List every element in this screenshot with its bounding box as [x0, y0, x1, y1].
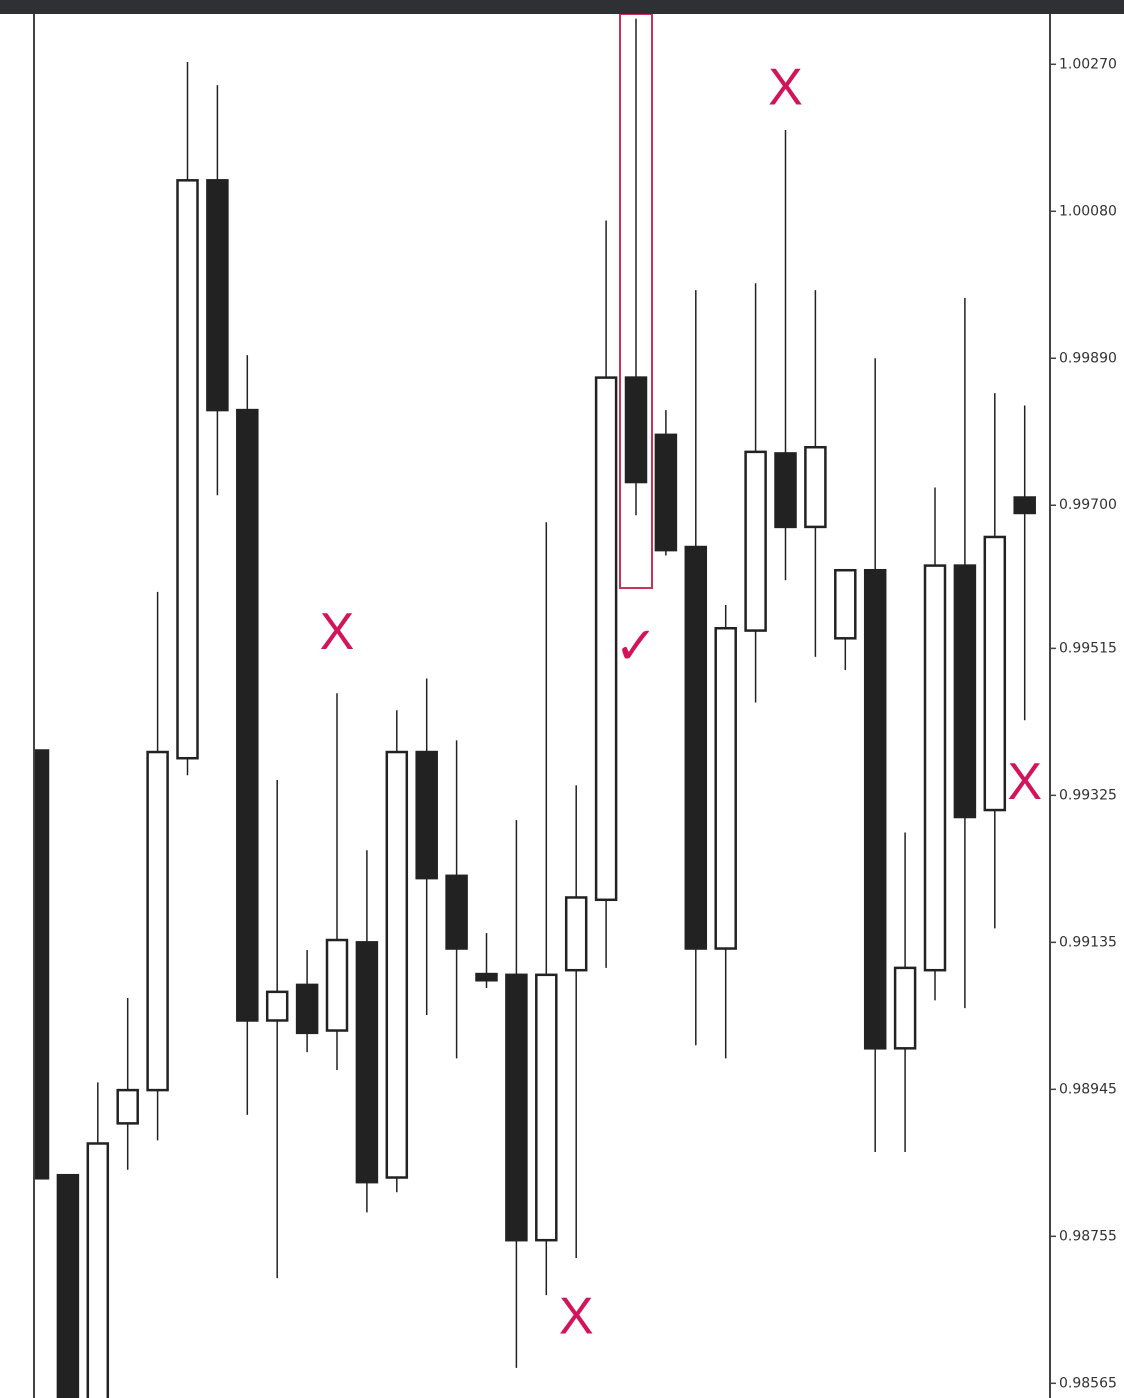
candle-body [325, 938, 349, 1032]
annotation: X [1007, 753, 1042, 811]
candle-body [953, 564, 977, 819]
candle-body [1013, 496, 1036, 515]
candle-body [893, 966, 917, 1050]
candle-body [415, 750, 438, 880]
annotation: X [320, 603, 355, 661]
y-tick-label: 0.98755 [1059, 1228, 1117, 1244]
y-tick-label: 0.98565 [1059, 1375, 1117, 1391]
plot-area [35, 14, 1036, 1398]
annotation: X [559, 1288, 594, 1346]
candle-body [475, 972, 498, 982]
candle-body [505, 973, 528, 1242]
candle-body [654, 433, 678, 552]
candle-body [535, 973, 558, 1242]
candle-body [863, 568, 887, 1050]
candle-body [295, 983, 319, 1035]
candle-body [684, 545, 708, 950]
candle-body [56, 1173, 80, 1398]
candle-body [594, 376, 618, 902]
y-tick-label: 0.99700 [1059, 497, 1117, 513]
candle-body [834, 568, 857, 640]
candle-body [86, 1142, 110, 1398]
y-tick-label: 0.99135 [1059, 934, 1117, 950]
candle-body [35, 749, 50, 1180]
candle-body [564, 896, 588, 972]
annotation: X [768, 58, 803, 116]
y-tick-label: 0.99325 [1059, 787, 1117, 803]
y-tick-label: 0.99890 [1059, 350, 1117, 366]
candle-body [714, 627, 737, 950]
candle-body [804, 445, 827, 529]
highlight-box [619, 14, 653, 590]
annotation: ✓ [614, 618, 658, 676]
candle-body [206, 179, 229, 412]
candle-body [923, 564, 947, 972]
y-tick-label: 1.00080 [1059, 203, 1117, 219]
candle-body [744, 450, 767, 632]
candle-body [983, 535, 1007, 812]
candle-body [774, 452, 797, 529]
y-tick-label: 0.99515 [1059, 640, 1117, 656]
top-bar [0, 0, 1124, 14]
candle-body [146, 750, 169, 1092]
candle-body [176, 179, 199, 760]
candle-body [624, 376, 648, 484]
candle-body [116, 1088, 139, 1125]
candle-body [355, 941, 379, 1184]
candle-body [265, 990, 289, 1022]
candle-body [236, 408, 259, 1022]
y-tick-label: 0.98945 [1059, 1081, 1117, 1097]
candle-body [445, 874, 468, 950]
y-tick-label: 1.00270 [1059, 56, 1117, 72]
candle-body [385, 750, 409, 1179]
